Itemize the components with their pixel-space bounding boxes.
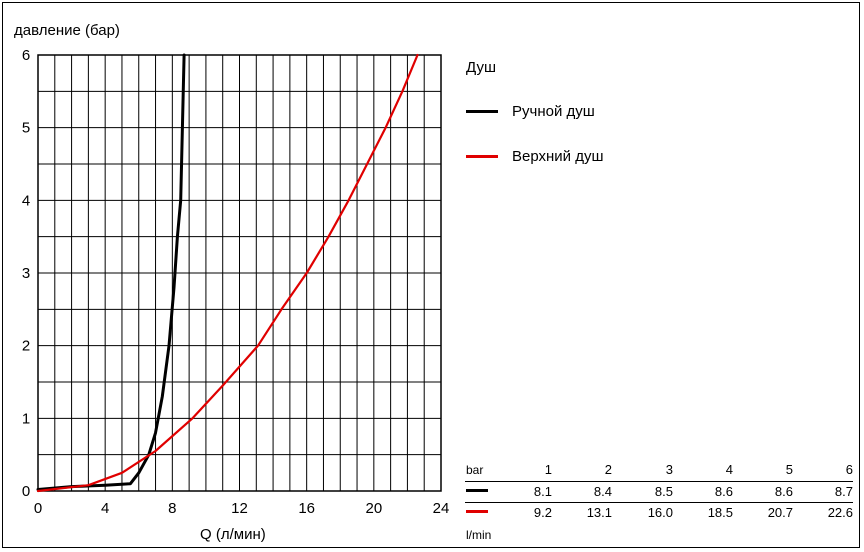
table-cell-overhead-shower: 22.6 — [827, 505, 853, 520]
plot-area-border — [37, 54, 442, 492]
table-cell-hand-shower: 8.1 — [533, 484, 552, 499]
x-tick-label: 20 — [365, 500, 382, 517]
table-bar-header: 6 — [845, 462, 853, 477]
legend-label-overhead-shower: Верхний душ — [512, 148, 604, 165]
table-cell-hand-shower: 8.7 — [834, 484, 853, 499]
table-cell-hand-shower: 8.6 — [774, 484, 793, 499]
grid — [37, 54, 442, 492]
series-line-hand-shower — [36, 53, 186, 491]
x-tick-label: 24 — [433, 500, 450, 517]
table-cell-overhead-shower: 16.0 — [647, 505, 673, 520]
x-tick-label: 12 — [231, 500, 248, 517]
legend-swatch-overhead-shower — [466, 155, 498, 158]
table-cell-hand-shower: 8.5 — [654, 484, 673, 499]
table-cell-overhead-shower: 9.2 — [533, 505, 552, 520]
table-bar-header: 5 — [785, 462, 793, 477]
table-bar-header: 3 — [665, 462, 673, 477]
axes — [37, 54, 442, 492]
table-bar-header: 1 — [544, 462, 552, 477]
table-footer-label: l/min — [466, 528, 492, 542]
legend-title: Душ — [466, 59, 497, 76]
table-cell-overhead-shower: 20.7 — [767, 505, 793, 520]
table-swatch-overhead-shower — [466, 510, 488, 513]
y-tick-label: 4 — [22, 192, 30, 209]
y-tick-label: 1 — [22, 410, 30, 427]
table-divider — [465, 502, 853, 503]
table-header-label: bar — [466, 463, 484, 477]
table-cell-hand-shower: 8.6 — [714, 484, 733, 499]
legend-label-hand-shower: Ручной душ — [512, 103, 595, 120]
legend-swatch-hand-shower — [466, 110, 498, 113]
y-tick-label: 5 — [22, 120, 30, 137]
table-bar-header: 4 — [725, 462, 733, 477]
table-cell-overhead-shower: 18.5 — [707, 505, 733, 520]
table-cell-hand-shower: 8.4 — [593, 484, 612, 499]
series-line-overhead-shower — [36, 53, 419, 493]
y-tick-label: 2 — [22, 338, 30, 355]
y-axis-label: давление (бар) — [14, 22, 120, 39]
x-tick-label: 16 — [298, 500, 315, 517]
x-tick-label: 0 — [34, 500, 42, 517]
x-tick-label: 4 — [101, 500, 109, 517]
x-tick-label: 8 — [168, 500, 176, 517]
y-tick-label: 6 — [22, 47, 30, 64]
series-lines — [36, 53, 419, 493]
table-cell-overhead-shower: 13.1 — [586, 505, 612, 520]
legend-item-hand-shower: Ручной душ — [466, 103, 595, 120]
x-axis-label: Q (л/мин) — [200, 526, 266, 543]
table-bar-header: 2 — [604, 462, 612, 477]
table-divider — [465, 481, 853, 482]
table-swatch-hand-shower — [466, 489, 488, 492]
legend-item-overhead-shower: Верхний душ — [466, 148, 604, 165]
y-tick-label: 3 — [22, 265, 30, 282]
y-tick-label: 0 — [22, 483, 30, 500]
